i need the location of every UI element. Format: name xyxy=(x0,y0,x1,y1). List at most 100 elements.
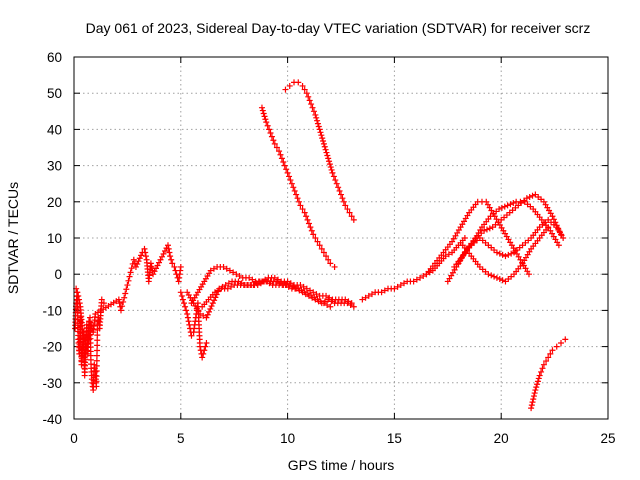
data-point xyxy=(344,206,351,213)
data-marks xyxy=(72,79,569,412)
data-point xyxy=(278,155,285,162)
data-point xyxy=(76,300,83,307)
x-tick-label: 25 xyxy=(600,431,615,446)
data-point xyxy=(488,272,495,279)
data-point xyxy=(211,289,218,296)
data-point xyxy=(199,354,206,361)
data-point xyxy=(297,202,304,209)
data-point xyxy=(303,213,310,220)
data-point xyxy=(340,198,347,205)
x-tick-label: 5 xyxy=(177,431,185,446)
data-point xyxy=(461,235,468,241)
data-point xyxy=(525,271,532,278)
y-tick-label: -10 xyxy=(42,303,62,318)
data-point xyxy=(308,292,315,299)
data-point xyxy=(186,321,193,328)
data-point xyxy=(201,347,208,354)
data-point xyxy=(93,383,100,390)
data-point xyxy=(319,135,326,142)
data-point xyxy=(304,216,311,223)
data-point xyxy=(483,226,490,233)
data-point xyxy=(299,82,306,89)
data-point xyxy=(318,132,325,139)
data-point xyxy=(310,108,317,115)
data-point xyxy=(323,149,330,156)
data-point xyxy=(259,107,266,114)
data-point xyxy=(141,245,148,252)
data-point xyxy=(264,122,271,129)
data-point xyxy=(549,347,556,354)
data-point xyxy=(159,253,166,260)
data-point xyxy=(359,296,366,303)
data-point xyxy=(233,271,240,278)
data-point xyxy=(295,285,302,292)
data-point xyxy=(276,148,283,155)
data-point xyxy=(230,269,237,276)
data-point xyxy=(200,312,207,319)
data-point xyxy=(167,253,174,260)
data-point xyxy=(124,282,131,289)
data-point xyxy=(339,195,346,202)
data-point xyxy=(560,235,567,241)
data-point xyxy=(183,307,190,314)
data-point xyxy=(126,273,133,280)
data-point xyxy=(315,123,322,130)
y-tick-label: -30 xyxy=(42,376,62,391)
y-tick-label: -20 xyxy=(42,340,62,355)
data-point xyxy=(171,263,178,270)
data-point xyxy=(313,114,320,121)
data-point xyxy=(203,339,210,346)
data-point xyxy=(225,280,232,287)
data-point xyxy=(100,300,107,307)
data-point xyxy=(350,216,357,223)
data-point xyxy=(207,305,214,312)
data-point xyxy=(499,251,506,258)
data-point xyxy=(268,133,275,140)
data-point xyxy=(507,201,514,208)
data-point xyxy=(305,220,312,227)
data-point xyxy=(284,169,291,176)
data-point xyxy=(505,251,512,258)
data-point xyxy=(345,298,352,305)
data-point xyxy=(326,161,333,168)
data-point xyxy=(502,253,509,260)
data-point xyxy=(200,350,207,357)
data-point xyxy=(295,79,302,86)
data-point xyxy=(301,86,308,93)
data-point xyxy=(308,227,315,234)
data-point xyxy=(342,202,349,209)
data-point xyxy=(166,249,173,256)
data-point xyxy=(260,110,267,117)
data-point xyxy=(329,169,336,176)
data-point xyxy=(169,260,176,267)
data-point xyxy=(300,283,307,290)
data-point xyxy=(281,162,288,169)
data-point xyxy=(348,213,355,220)
data-point xyxy=(530,393,537,400)
data-point xyxy=(307,287,314,294)
data-point xyxy=(127,269,134,276)
data-point xyxy=(348,300,355,307)
y-tick-label: 20 xyxy=(47,195,62,210)
data-point xyxy=(562,336,569,343)
data-point xyxy=(273,144,280,151)
data-point xyxy=(266,126,273,133)
data-point xyxy=(314,120,321,127)
data-point xyxy=(261,113,268,120)
data-point xyxy=(119,303,126,310)
data-point xyxy=(197,343,204,350)
y-tick-label: 40 xyxy=(47,122,62,137)
data-point xyxy=(290,184,297,191)
data-point xyxy=(549,213,556,220)
data-point xyxy=(98,296,105,303)
data-point xyxy=(262,116,269,123)
data-point xyxy=(534,378,541,385)
data-point xyxy=(493,274,500,281)
data-point xyxy=(157,256,164,263)
data-point xyxy=(528,402,535,409)
data-point xyxy=(209,300,216,307)
data-point xyxy=(325,256,332,263)
data-point xyxy=(320,249,327,256)
data-point xyxy=(526,193,533,200)
data-point xyxy=(532,387,539,394)
